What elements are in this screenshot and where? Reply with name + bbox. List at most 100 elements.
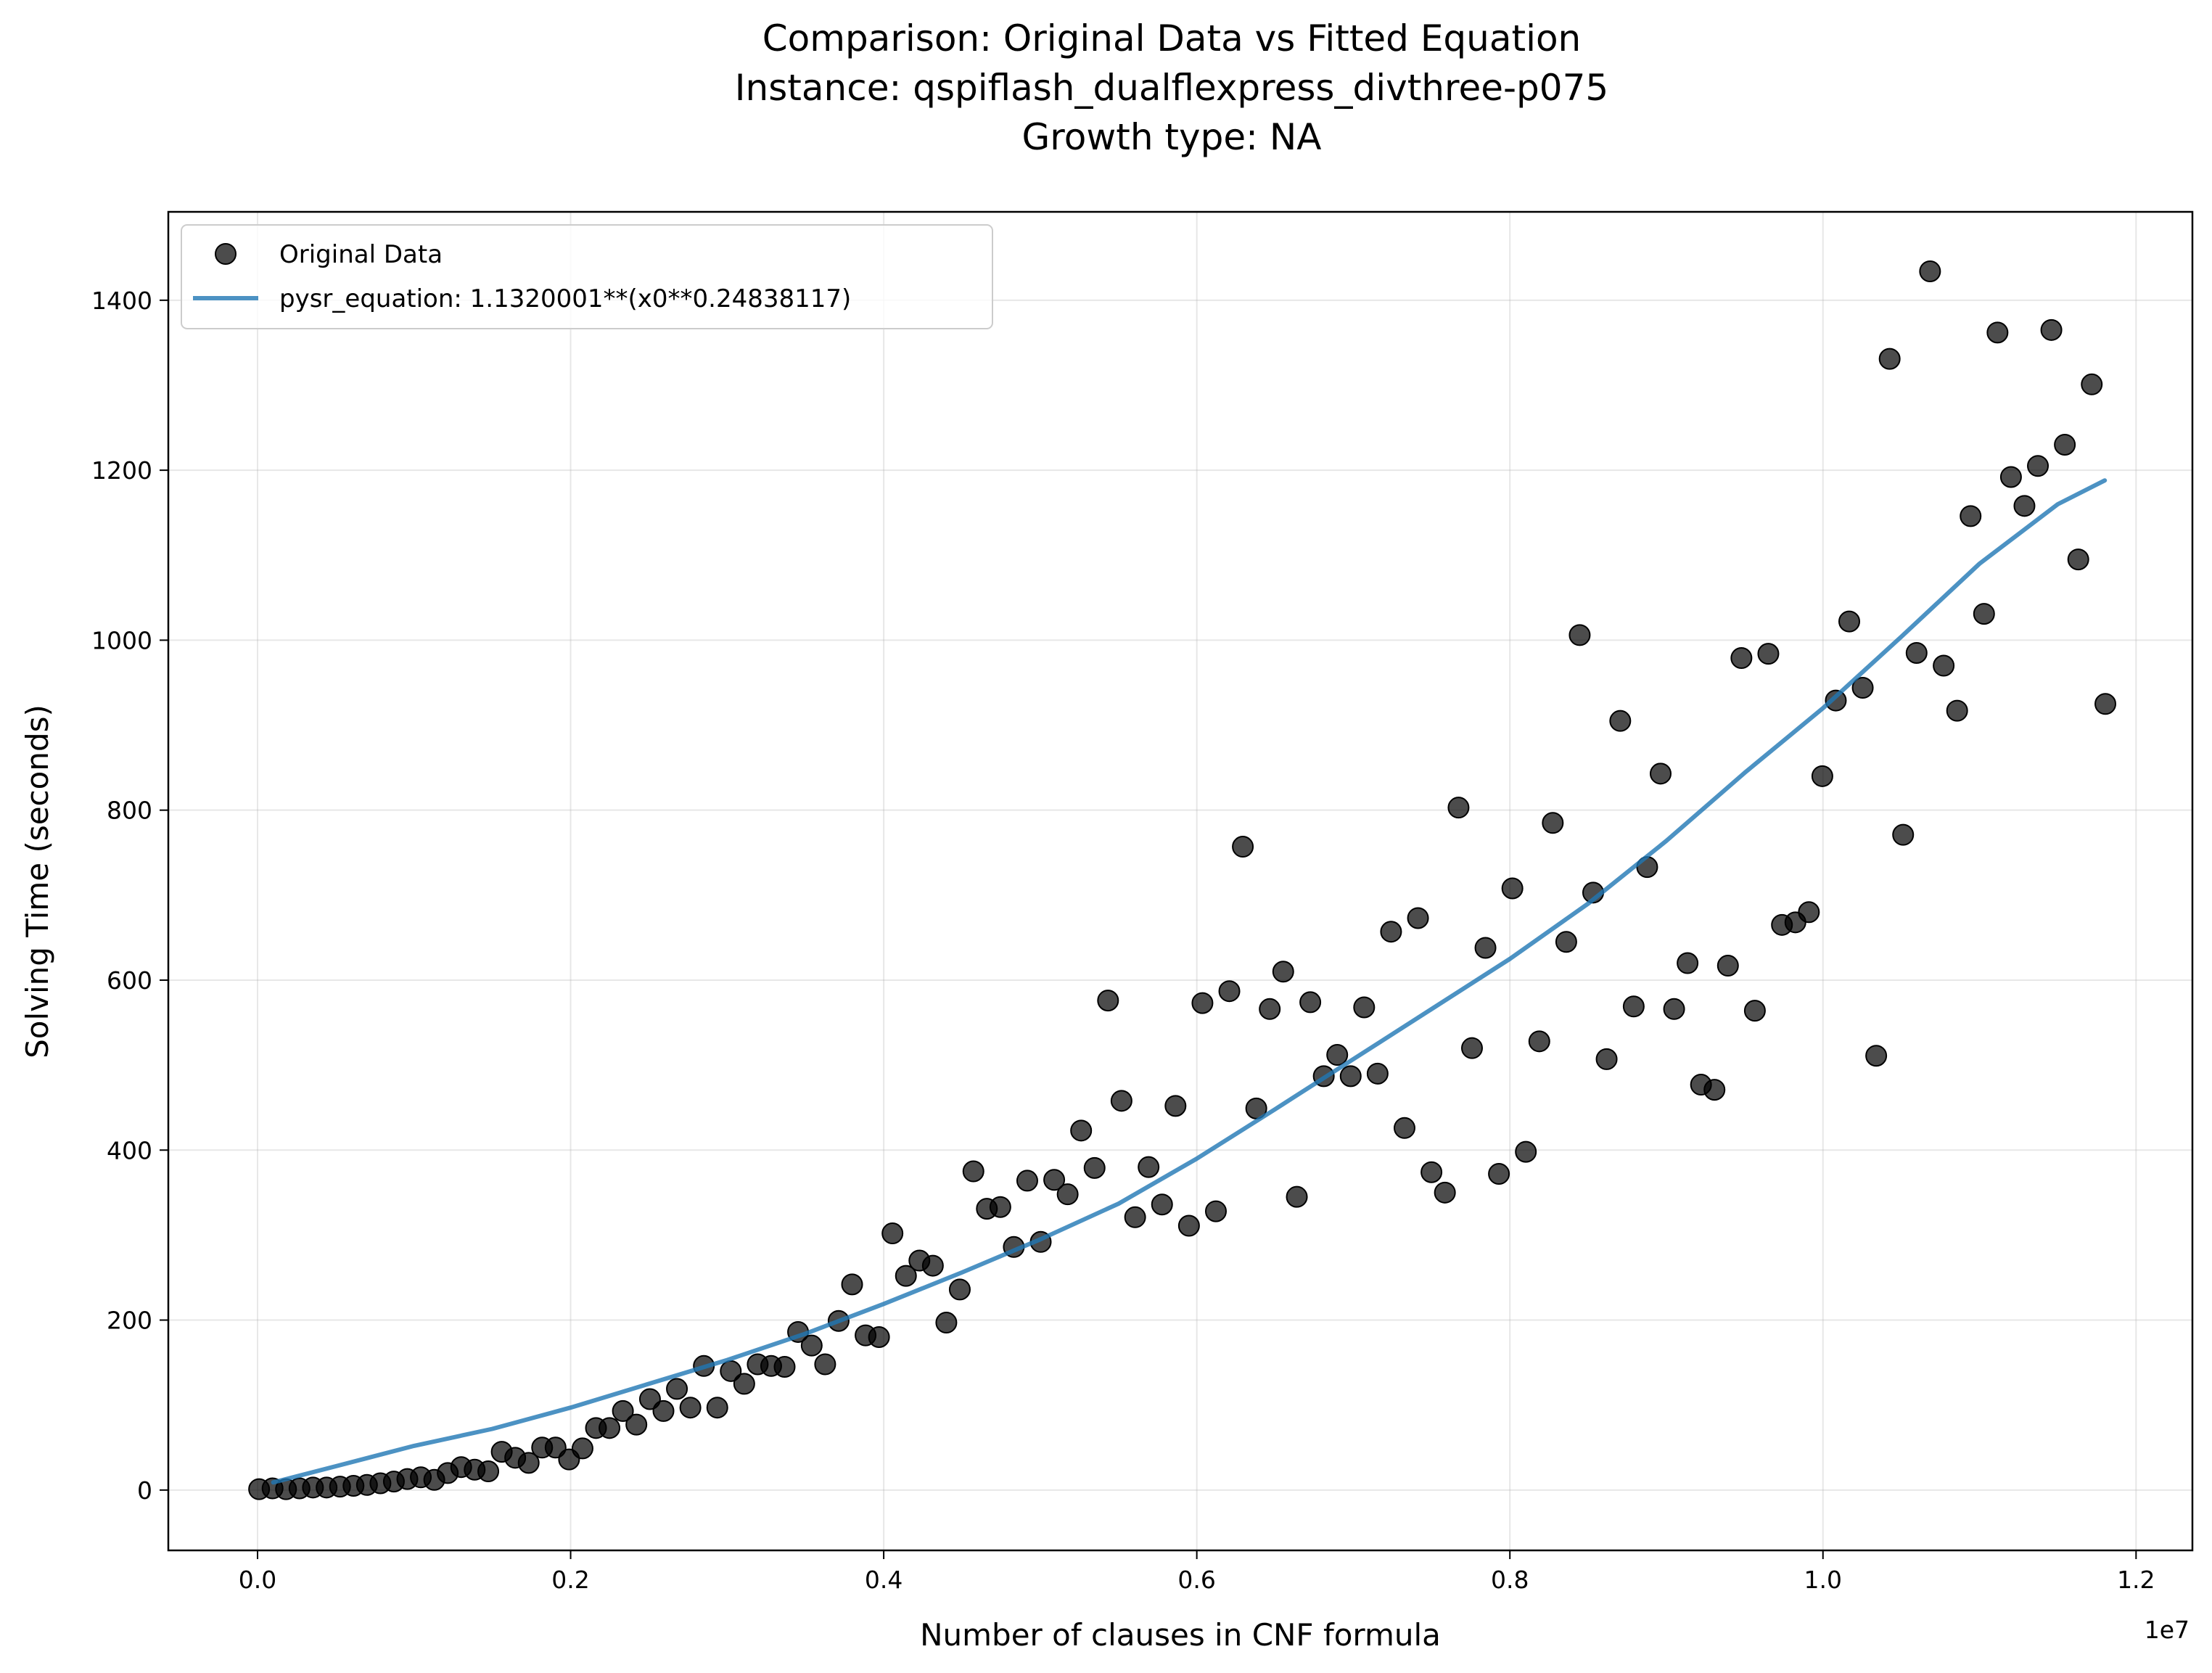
data-point xyxy=(1272,961,1294,983)
data-point xyxy=(477,1460,500,1483)
data-point xyxy=(1663,998,1685,1020)
data-point xyxy=(1218,980,1241,1003)
legend-label-fitted-equation: pysr_equation: 1.1320001**(x0**0.2483811… xyxy=(279,284,851,313)
data-point xyxy=(733,1373,755,1395)
data-point xyxy=(1110,1090,1132,1112)
data-point xyxy=(1232,836,1254,858)
data-point xyxy=(1946,699,1968,722)
data-point xyxy=(1986,321,2009,344)
data-point xyxy=(1097,990,1119,1012)
data-point xyxy=(652,1399,675,1422)
data-point xyxy=(1407,907,1429,929)
data-point xyxy=(1447,797,1470,819)
data-point xyxy=(2067,548,2089,571)
data-point xyxy=(1339,1065,1362,1088)
axis-ticks: 0.0 0.2 0.4 0.6 0.8 1.0 1.2 0 200 400 600 800 1000 12… xyxy=(91,287,2155,1594)
data-point xyxy=(1286,1185,1308,1208)
y-tick-label: 200 xyxy=(107,1307,152,1335)
data-point xyxy=(800,1334,823,1357)
data-point xyxy=(1811,765,1833,787)
data-point xyxy=(1650,762,1672,785)
data-point xyxy=(1380,921,1402,943)
data-point xyxy=(921,1254,944,1277)
data-point xyxy=(2094,693,2117,715)
chart-title-line-2: Instance: qspiflash_dualflexpress_divthr… xyxy=(735,67,1608,109)
data-point xyxy=(1730,647,1753,669)
data-point xyxy=(1703,1079,1726,1101)
data-point xyxy=(1838,610,1861,633)
data-point xyxy=(2054,433,2076,456)
gridlines xyxy=(168,212,2192,1550)
data-point xyxy=(1851,677,1874,699)
y-tick-label: 1000 xyxy=(91,626,152,654)
data-point xyxy=(1960,505,1982,527)
legend-label-original-data: Original Data xyxy=(279,240,443,269)
data-point xyxy=(1124,1206,1146,1228)
x-axis-offset-label: 1e7 xyxy=(2145,1616,2190,1644)
data-point xyxy=(1905,641,1928,664)
x-tick-label: 1.0 xyxy=(1804,1566,1842,1594)
data-point xyxy=(1177,1214,1200,1237)
data-point xyxy=(1515,1140,1537,1163)
data-point xyxy=(1892,823,1915,846)
chart-title-line-1: Comparison: Original Data vs Fitted Equa… xyxy=(762,17,1582,59)
data-point xyxy=(1164,1095,1187,1117)
data-point xyxy=(1460,1037,1483,1059)
data-point xyxy=(814,1353,836,1376)
data-point xyxy=(1151,1193,1173,1216)
data-point xyxy=(1204,1200,1227,1222)
y-tick-label: 600 xyxy=(107,966,152,995)
plot-frame xyxy=(167,210,2194,1552)
data-point xyxy=(1677,952,1699,974)
data-point xyxy=(2013,495,2036,517)
data-point xyxy=(1016,1170,1038,1192)
data-point xyxy=(1259,998,1281,1020)
data-point xyxy=(1919,260,1941,282)
data-point xyxy=(706,1397,728,1419)
data-point xyxy=(1056,1183,1079,1206)
data-point xyxy=(1070,1119,1093,1142)
x-tick-label: 0.2 xyxy=(551,1566,589,1594)
legend-marker-original-data xyxy=(215,243,237,265)
data-point xyxy=(1043,1169,1066,1191)
y-tick-label: 800 xyxy=(107,797,152,825)
y-tick-label: 0 xyxy=(137,1476,152,1505)
legend: Original Data pysr_equation: 1.1320001**… xyxy=(181,224,993,329)
x-axis-label: Number of clauses in CNF formula xyxy=(920,1617,1441,1653)
y-tick-label: 400 xyxy=(107,1136,152,1164)
data-point xyxy=(571,1437,593,1460)
data-point xyxy=(773,1355,796,1378)
data-point xyxy=(2081,373,2103,395)
data-point xyxy=(1933,654,1955,677)
data-point xyxy=(1393,1117,1415,1139)
data-point xyxy=(962,1160,984,1183)
data-point xyxy=(1798,901,1820,924)
data-point xyxy=(1825,689,1847,712)
data-point xyxy=(895,1265,917,1287)
fitted-curve-line xyxy=(271,478,2108,1485)
data-point xyxy=(881,1222,904,1245)
chart-title-line-3: Growth type: NA xyxy=(1022,116,1322,158)
data-point xyxy=(868,1325,890,1348)
data-point xyxy=(1609,710,1632,732)
chart-title: Comparison: Original Data vs Fitted Equa… xyxy=(735,17,1608,158)
data-point xyxy=(935,1312,958,1334)
data-point xyxy=(1757,643,1780,665)
data-point xyxy=(666,1378,688,1400)
data-point xyxy=(1865,1045,1888,1067)
data-point xyxy=(517,1452,540,1474)
data-point xyxy=(1353,996,1376,1019)
data-point xyxy=(841,1273,863,1296)
x-tick-label: 0.4 xyxy=(865,1566,903,1594)
x-tick-label: 0.0 xyxy=(239,1566,276,1594)
data-point xyxy=(2040,318,2063,341)
legend-box xyxy=(181,224,993,329)
y-axis-label: Solving Time (seconds) xyxy=(20,704,55,1059)
data-point xyxy=(1326,1044,1349,1066)
data-point xyxy=(1528,1030,1550,1053)
data-point xyxy=(1542,812,1564,834)
data-point xyxy=(1501,877,1524,900)
data-point xyxy=(1191,992,1214,1014)
data-point xyxy=(612,1399,634,1422)
data-point xyxy=(989,1196,1011,1218)
